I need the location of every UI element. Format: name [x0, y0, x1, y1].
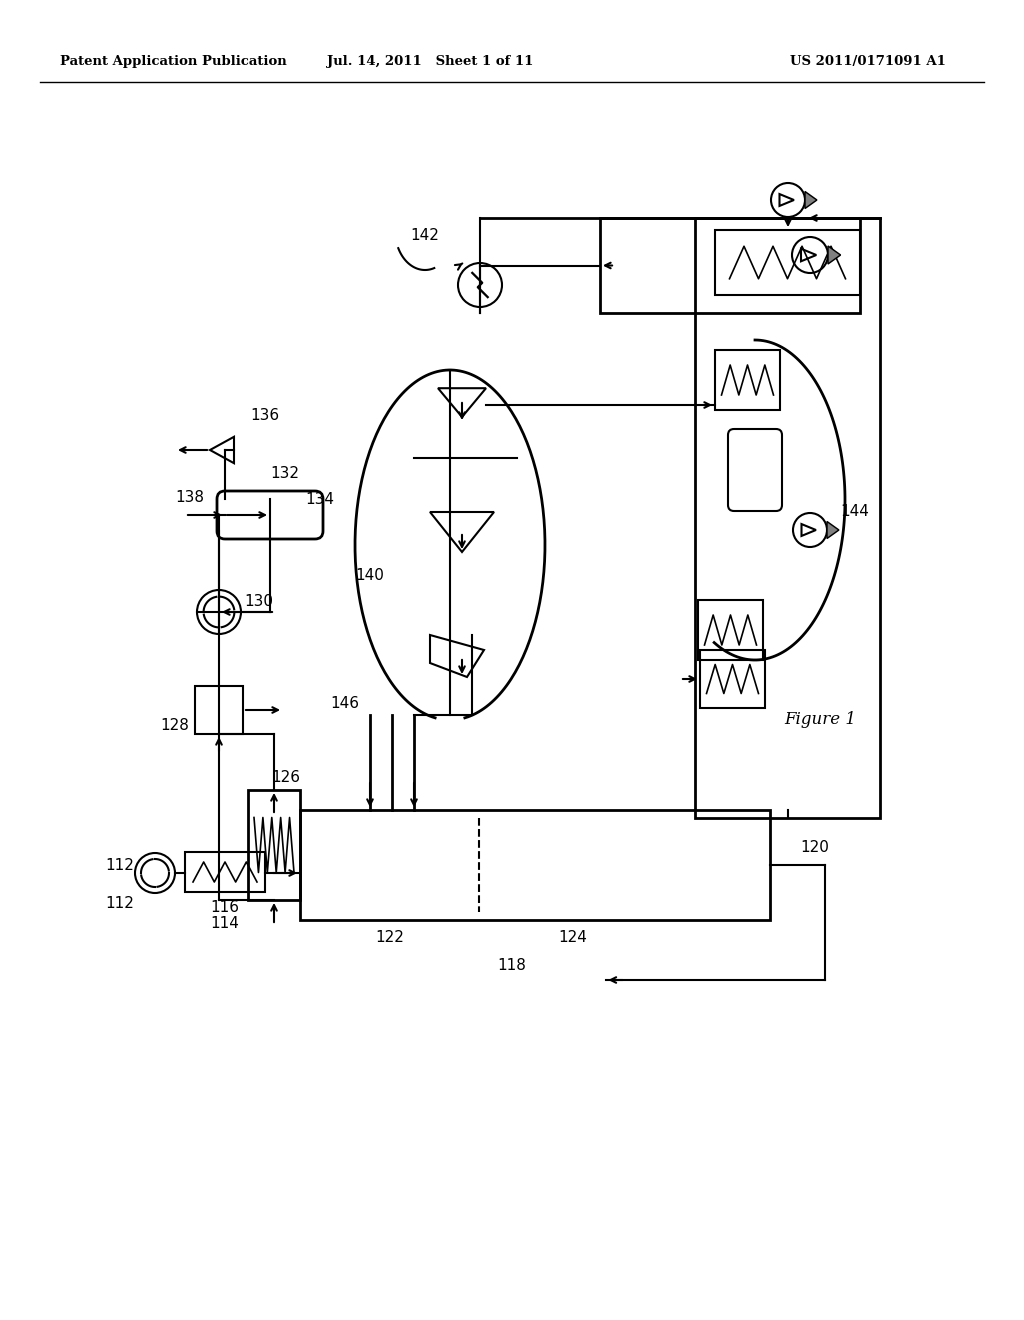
Text: US 2011/0171091 A1: US 2011/0171091 A1: [790, 55, 946, 69]
Text: 138: 138: [175, 490, 205, 504]
Text: 146: 146: [331, 696, 359, 710]
Text: 112: 112: [105, 858, 134, 873]
Text: 136: 136: [251, 408, 280, 422]
Text: 142: 142: [411, 227, 439, 243]
Bar: [715, 230, 860, 294]
Text: 130: 130: [245, 594, 273, 610]
Text: Patent Application Publication: Patent Application Publication: [60, 55, 287, 69]
Bar: [698, 601, 763, 660]
Text: 144: 144: [841, 504, 869, 520]
Text: 120: 120: [801, 840, 829, 854]
Bar: [600, 218, 860, 313]
Text: 134: 134: [305, 492, 335, 507]
Text: 124: 124: [558, 931, 587, 945]
Text: 132: 132: [270, 466, 299, 480]
Bar: [248, 789, 300, 900]
Text: 118: 118: [497, 957, 526, 973]
Text: 128: 128: [161, 718, 189, 733]
Bar: [195, 686, 243, 734]
Text: 140: 140: [355, 568, 384, 582]
Bar: [700, 649, 765, 708]
Polygon shape: [805, 191, 817, 209]
Bar: [695, 218, 880, 818]
Text: 114: 114: [211, 916, 240, 932]
Bar: [300, 810, 770, 920]
Polygon shape: [828, 246, 841, 264]
Text: 126: 126: [271, 771, 300, 785]
Text: Jul. 14, 2011   Sheet 1 of 11: Jul. 14, 2011 Sheet 1 of 11: [327, 55, 534, 69]
Bar: [715, 350, 780, 411]
Text: 112: 112: [105, 895, 134, 911]
Text: 122: 122: [375, 931, 403, 945]
Text: 116: 116: [211, 900, 240, 916]
Bar: [185, 851, 265, 892]
Polygon shape: [827, 521, 839, 539]
Text: Figure 1: Figure 1: [784, 711, 856, 729]
